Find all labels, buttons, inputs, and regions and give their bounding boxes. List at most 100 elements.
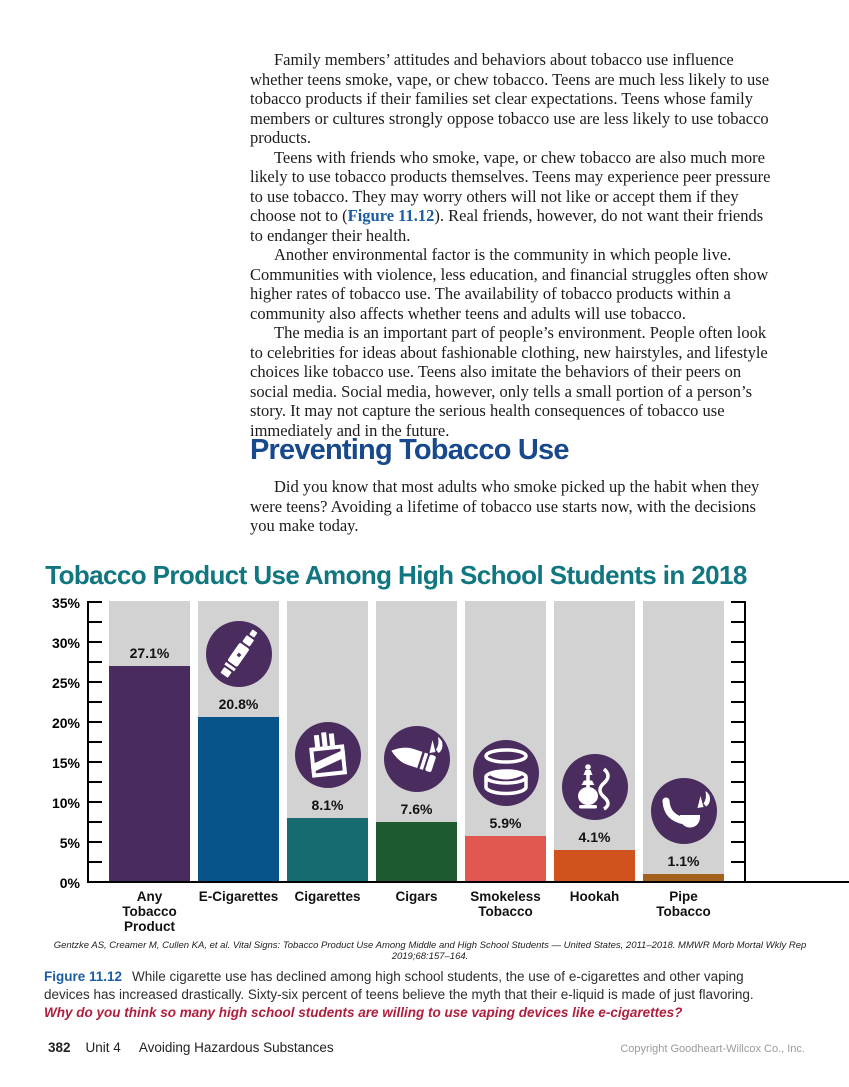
bar-chart: 0% 5% 10% 15% 20% 25% 30% 35% 27.1% 20.8% — [42, 595, 849, 891]
smokeless-tobacco-tin-icon — [472, 739, 539, 806]
copyright-notice: Copyright Goodheart-Willcox Co., Inc. — [620, 1043, 805, 1055]
y-axis-tick — [89, 681, 102, 683]
paragraph-intro: Did you know that most adults who smoke … — [250, 477, 760, 535]
x-axis-label: Hookah — [569, 889, 620, 904]
y-axis-tick — [731, 681, 744, 683]
value-label-cigarettes: 8.1% — [311, 797, 344, 814]
y-axis-tick-label: 35% — [51, 595, 80, 611]
x-axis-label: E-Cigarettes — [198, 889, 279, 904]
y-axis-tick — [731, 761, 744, 763]
bar-cigarettes — [287, 818, 368, 883]
y-axis-tick — [89, 661, 102, 663]
y-axis-tick — [89, 721, 102, 723]
y-axis-right — [724, 601, 746, 883]
bar-cigars — [376, 822, 457, 883]
y-axis-tick — [89, 841, 102, 843]
x-axis-label: Smokeless Tobacco — [470, 889, 541, 919]
figure-caption: Figure 11.12 While cigarette use has decl… — [44, 968, 788, 1022]
y-axis-tick-label: 25% — [51, 675, 80, 691]
y-axis-tick — [89, 881, 102, 883]
paragraph-peer-influence: Teens with friends who smoke, vape, or c… — [250, 148, 771, 246]
y-axis-tick — [731, 821, 744, 823]
y-axis-tick — [731, 701, 744, 703]
y-axis-labels: 0% 5% 10% 15% 20% 25% 30% 35% — [42, 595, 87, 891]
y-axis-tick — [731, 841, 744, 843]
y-axis-tick — [89, 801, 102, 803]
e-cigarette-icon — [205, 620, 272, 687]
figure-caption-text: While cigarette use has declined among h… — [44, 969, 754, 1002]
x-axis-labels: Any Tobacco Product E-Cigarettes Cigaret… — [109, 889, 724, 934]
cigar-icon — [383, 726, 450, 793]
y-axis-tick — [731, 601, 744, 603]
paragraph-community-factor: Another environmental factor is the comm… — [250, 245, 769, 323]
y-axis-tick-label: 5% — [59, 835, 80, 851]
unit-number: Unit 4 — [85, 1040, 121, 1055]
x-axis-label: Any Tobacco Product — [122, 889, 177, 934]
bar-any-tobacco-product — [109, 666, 190, 883]
y-axis-tick — [89, 601, 102, 603]
x-axis-label: Cigarettes — [294, 889, 361, 904]
tobacco-pipe-icon — [650, 778, 717, 845]
y-axis-tick — [89, 641, 102, 643]
paragraph-text: ). Real friends, however, do not want th… — [250, 206, 764, 245]
value-label-hookah: 4.1% — [578, 829, 611, 846]
y-axis-tick — [731, 861, 744, 863]
chart-column-e-cigarettes: 20.8% — [198, 601, 279, 883]
y-axis-tick — [731, 661, 744, 663]
y-axis-tick — [731, 781, 744, 783]
y-axis-tick — [89, 861, 102, 863]
value-label-e-cigarettes: 20.8% — [218, 695, 259, 712]
y-axis-tick — [89, 781, 102, 783]
paragraph-text: Teens with friends who smoke, vape, or c… — [250, 147, 771, 226]
y-axis-tick-label: 20% — [51, 715, 80, 731]
value-label-cigars: 7.6% — [400, 801, 433, 818]
y-axis-tick — [731, 621, 744, 623]
figure-question: Why do you think so many high school stu… — [44, 1005, 683, 1020]
y-axis-tick — [731, 641, 744, 643]
chart-column-any-tobacco-product: 27.1% — [109, 601, 190, 883]
value-label-smokeless-tobacco: 5.9% — [489, 814, 522, 831]
figure-label: Figure 11.12 — [44, 969, 123, 984]
y-axis-tick — [89, 621, 102, 623]
y-axis-tick-label: 15% — [51, 755, 80, 771]
y-axis-tick-label: 10% — [51, 795, 80, 811]
bar-hookah — [554, 850, 635, 883]
y-axis-tick — [731, 881, 744, 883]
y-axis-tick — [89, 821, 102, 823]
y-axis-tick-label: 0% — [59, 875, 80, 891]
paragraph-family-influence: Family members’ attitudes and behaviors … — [250, 50, 770, 147]
value-label-pipe-tobacco: 1.1% — [667, 853, 700, 870]
chart-column-pipe-tobacco: 1.1% — [643, 601, 724, 883]
cigarette-pack-icon — [294, 722, 361, 789]
figure-11-12: Tobacco Product Use Among High School St… — [0, 560, 849, 1022]
figure-cross-reference: Figure 11.12 — [347, 206, 435, 225]
chart-column-cigarettes: 8.1% — [287, 601, 368, 883]
source-citation: Gentzke AS, Creamer M, Cullen KA, et al.… — [53, 940, 807, 962]
x-axis-label: Pipe Tobacco — [656, 889, 711, 919]
y-axis-tick — [89, 701, 102, 703]
y-axis-tick — [731, 721, 744, 723]
y-axis-left — [87, 601, 109, 883]
y-axis-tick — [89, 741, 102, 743]
body-text: Family members’ attitudes and behaviors … — [250, 50, 771, 440]
paragraph-media-factor: The media is an important part of people… — [250, 323, 768, 440]
hookah-icon — [561, 754, 628, 821]
x-axis-label: Cigars — [395, 889, 438, 904]
section-heading: Preventing Tobacco Use — [250, 434, 569, 466]
y-axis-tick — [731, 741, 744, 743]
bar-pipe-tobacco — [643, 874, 724, 883]
bar-smokeless-tobacco — [465, 835, 546, 883]
plot-area: 27.1% 20.8% — [109, 601, 724, 883]
unit-title: Avoiding Hazardous Substances — [138, 1040, 334, 1055]
chart-column-smokeless-tobacco: 5.9% — [465, 601, 546, 883]
chart-column-cigars: 7.6% — [376, 601, 457, 883]
chart-column-hookah: 4.1% — [554, 601, 635, 883]
bar-e-cigarettes — [198, 716, 279, 883]
chart-title: Tobacco Product Use Among High School St… — [45, 560, 747, 590]
y-axis-tick — [89, 761, 102, 763]
value-label-any-tobacco-product: 27.1% — [129, 645, 170, 662]
page-footer: 382 Unit 4 Avoiding Hazardous Substances… — [48, 1040, 805, 1055]
page-number: 382 — [48, 1040, 71, 1055]
y-axis-tick-label: 30% — [51, 635, 80, 651]
